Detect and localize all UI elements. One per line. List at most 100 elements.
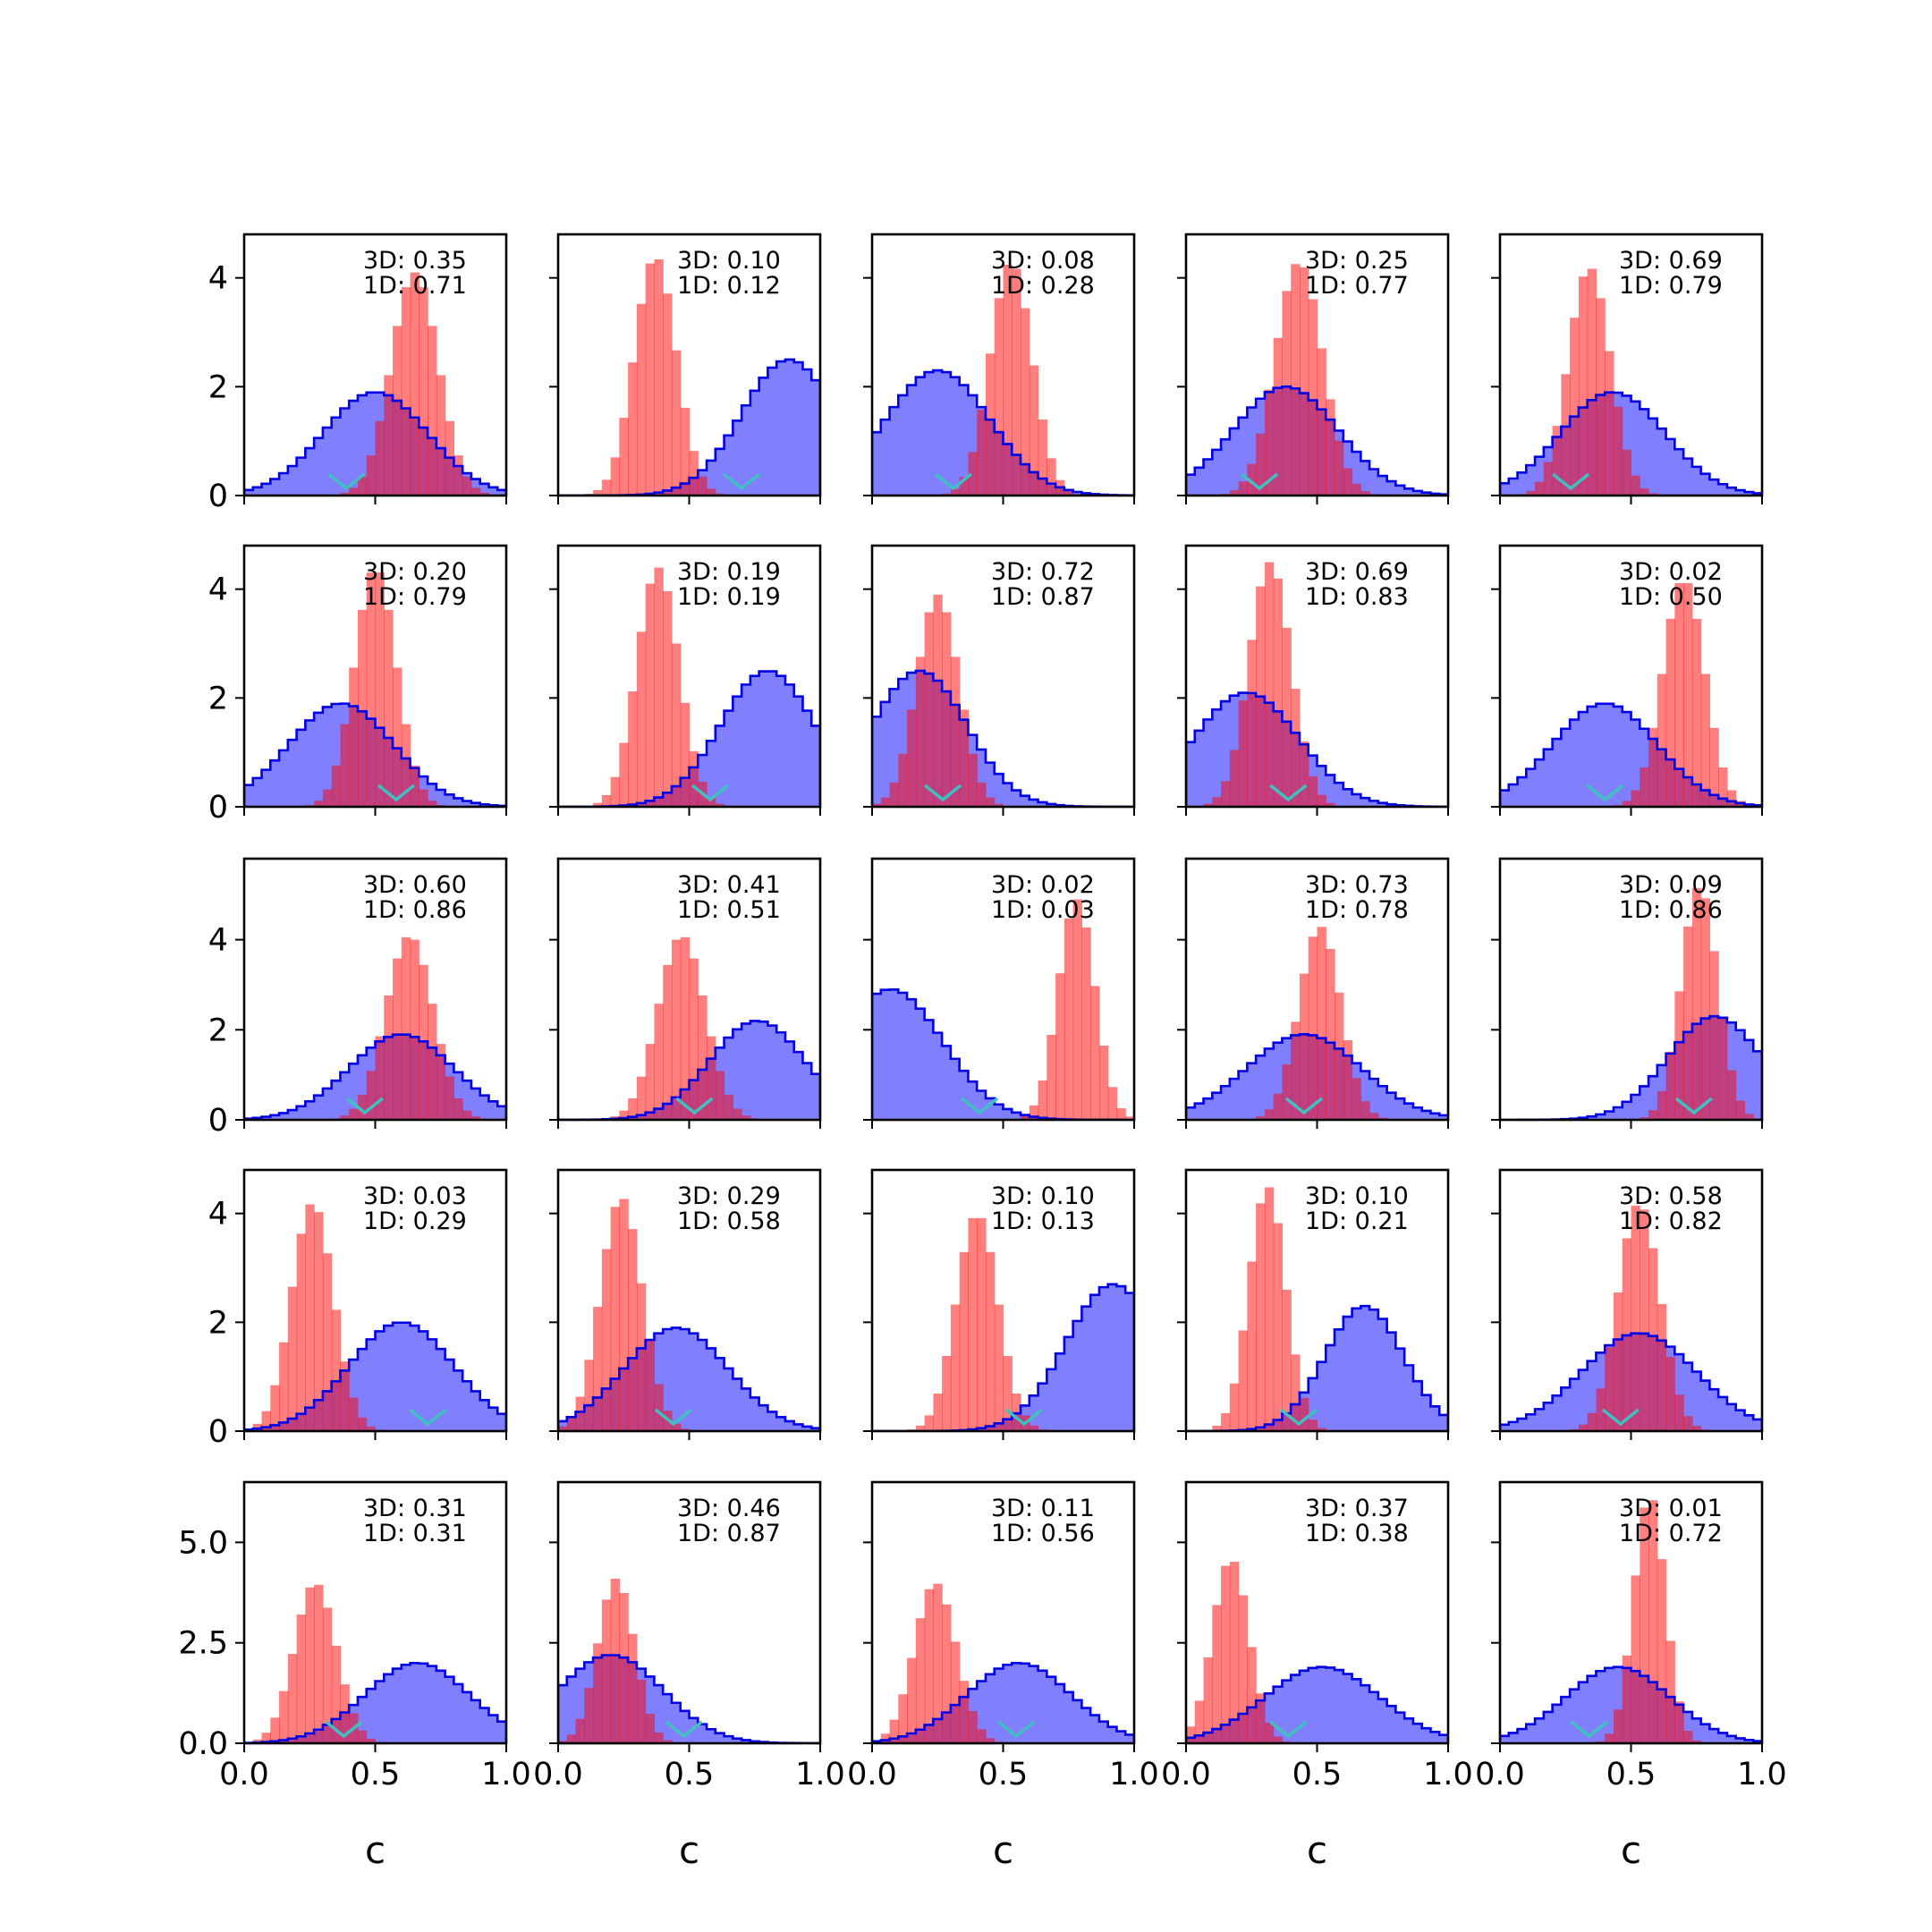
y-tick-label: 4 [208,572,228,608]
blue-hist-bar [566,1676,577,1743]
blue-hist-bar [784,684,795,807]
red-hist-bar [1352,1078,1361,1120]
marker-icon [924,784,962,802]
red-hist-bar [950,488,961,496]
red-hist-bar [1648,1110,1658,1120]
blue-hist-bar [1439,1114,1448,1120]
score-3d-label: 3D: 0.10 [1305,1182,1409,1210]
red-hist-bar [1613,406,1623,496]
blue-hist-bar [733,696,742,807]
blue-hist-bar [1395,1348,1405,1431]
blue-hist-bar [1369,1079,1379,1120]
blue-hist-bar [462,801,472,807]
red-hist-bar [279,1690,289,1743]
blue-hist-bar [1570,1689,1580,1743]
blue-hist-bar [1072,1320,1082,1431]
red-hist-bar [628,362,638,496]
red-hist-bar [1657,1090,1667,1120]
blue-hist-bar [689,1333,699,1431]
blue-hist-bar [1404,1103,1414,1120]
red-hist-bar [349,1397,359,1431]
blue-hist-bar [942,1046,952,1120]
blue-hist-bar [811,725,820,807]
blue-hist-bar [784,1041,795,1120]
red-hist-bar [1063,490,1074,496]
blue-hist-bar [1360,1306,1370,1431]
blue-hist-bar [1570,719,1580,807]
red-hist-bar [305,1204,315,1431]
marker-icon [1674,1097,1713,1115]
marker-icon [1284,1097,1323,1115]
blue-hist-bar [1377,1699,1388,1743]
red-hist-bar [907,1657,917,1743]
blue-hist-bar [453,1072,463,1120]
red-hist-bar [636,1680,647,1743]
blue-hist-bar [1587,706,1597,807]
blue-hist-bar [889,407,899,496]
blue-hist-bar [1709,1729,1719,1743]
score-3d-label: 3D: 0.20 [363,558,467,586]
blue-hist-bar [750,1397,760,1431]
blue-hist-bar [994,774,1004,807]
red-hist-bar [593,1643,603,1743]
blue-hist-bar [1561,1387,1571,1431]
red-hist-bar [1046,1034,1056,1120]
blue-hist-bar [924,372,934,496]
blue-hist-bar [296,729,306,807]
red-hist-bar [1021,308,1030,496]
blue-hist-bar [1352,452,1361,496]
red-hist-bar [1640,1209,1649,1431]
blue-hist-outline [872,369,1134,496]
score-3d-label: 3D: 0.69 [1305,558,1409,586]
marker-icon [961,1097,999,1115]
blue-hist-bar [357,1349,368,1431]
score-1d-label: 1D: 0.12 [677,272,781,300]
blue-hist-bar [1343,789,1353,807]
y-tick-label: 2 [208,681,228,716]
blue-hist-bar [758,1405,768,1431]
blue-hist-bar [331,703,342,807]
blue-hist-outline [244,1033,506,1120]
blue-hist-bar [1605,703,1614,807]
red-hist-bar [1587,1412,1597,1431]
red-hist-bar [707,488,716,496]
blue-hist-bar [1317,1666,1326,1743]
red-hist-bar [680,407,691,496]
blue-hist-bar [1360,461,1370,496]
marker-icon [1240,472,1279,491]
red-hist-bar [715,803,725,807]
blue-hist-bar [1229,428,1240,496]
score-1d-label: 1D: 0.13 [991,1208,1095,1235]
blue-hist-bar [1691,466,1702,496]
blue-hist-bar [1352,793,1361,807]
blue-hist-bar [261,1116,271,1120]
blue-hist-bar [357,394,368,496]
x-axis-label: c [1307,1828,1327,1872]
blue-hist-bar [436,789,446,807]
blue-hist-bar [1247,1063,1257,1120]
red-hist-bar [1098,1046,1109,1120]
score-3d-label: 3D: 0.25 [1305,247,1409,275]
red-hist-bar [942,1604,952,1743]
blue-hist-bar [880,419,891,496]
red-hist-bar [1709,951,1719,1120]
blue-hist-bar [314,712,324,807]
red-hist-bar [1282,627,1292,807]
blue-hist-bar [1291,1674,1301,1743]
blue-hist-bar [261,769,271,807]
blue-hist-bar [428,1339,437,1431]
blue-hist-bar [479,483,490,496]
blue-hist-bar [1021,1663,1030,1743]
red-hist-bar [1221,781,1231,807]
blue-hist-bar [1500,483,1510,496]
red-hist-bar [1256,1693,1266,1743]
blue-hist-bar [733,1029,742,1120]
blue-hist-bar [671,1702,682,1743]
blue-hist-bar [1700,1380,1710,1431]
blue-hist-bar [898,679,908,807]
red-hist-bar [584,1360,594,1431]
blue-hist-bar [497,1721,506,1743]
